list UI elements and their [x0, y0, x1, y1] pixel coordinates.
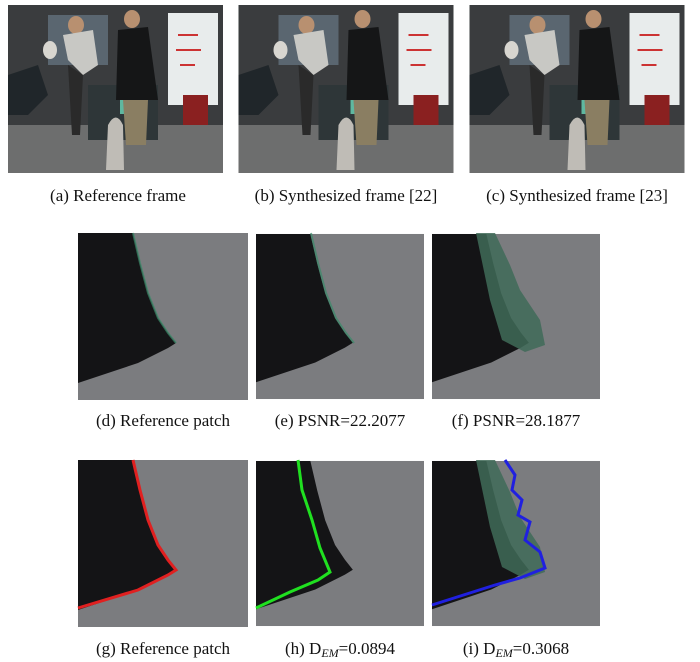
reference-patch [78, 460, 248, 627]
synthesized-frame-image [239, 5, 454, 173]
row-1-images [8, 5, 685, 173]
caption: (h) DEM=0.0894 [285, 639, 396, 660]
caption: (e) PSNR=22.2077 [275, 411, 406, 430]
caption-text: (g) Reference patch [96, 639, 231, 658]
synthesized-frame-image [470, 5, 685, 173]
caption-subscript: EM [320, 646, 339, 660]
synthesized-patch [256, 461, 424, 626]
caption: (g) Reference patch [96, 639, 231, 658]
caption-subscript: EM [494, 646, 513, 660]
synthesized-patch [256, 234, 424, 399]
caption-text: =0.0894 [339, 639, 396, 658]
reference-frame-image [8, 5, 223, 173]
caption-text: (i) D [463, 639, 496, 658]
caption: (b) Synthesized frame [22] [255, 186, 438, 205]
row-3-patches [78, 460, 600, 627]
row-2-patches [78, 233, 600, 400]
caption: (c) Synthesized frame [23] [486, 186, 668, 205]
caption: (a) Reference frame [50, 186, 186, 205]
caption: (f) PSNR=28.1877 [452, 411, 581, 430]
caption-text: =0.3068 [513, 639, 569, 658]
caption: (i) DEM=0.3068 [463, 639, 569, 660]
reference-patch [78, 233, 248, 400]
figure: (a) Reference frame (b) Synthesized fram… [0, 0, 700, 662]
caption: (d) Reference patch [96, 411, 231, 430]
caption-text: (h) D [285, 639, 321, 658]
